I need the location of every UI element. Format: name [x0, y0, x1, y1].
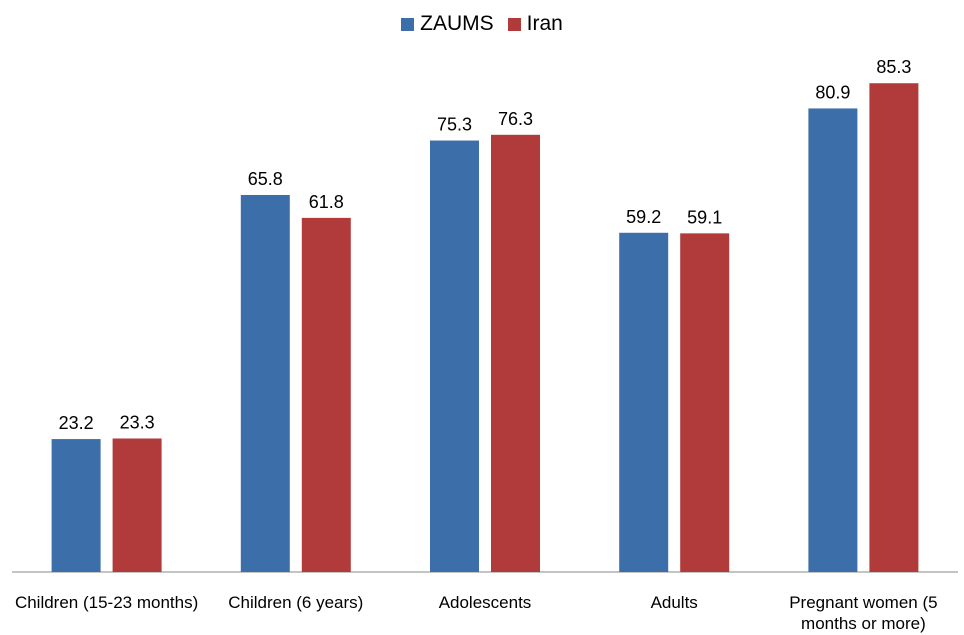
legend-item-iran: Iran — [507, 12, 563, 36]
legend-label-iran: Iran — [526, 12, 563, 35]
data-label-zaums-4: 80.9 — [815, 82, 850, 102]
legend-item-zaums: ZAUMS — [401, 12, 494, 36]
category-label-1: Children (6 years) — [228, 593, 364, 612]
bar-zaums-1 — [240, 194, 290, 572]
data-label-zaums-3: 59.2 — [626, 207, 661, 227]
data-label-iran-3: 59.1 — [687, 207, 722, 227]
legend-swatch-zaums — [401, 17, 415, 31]
category-label-0: Children (15-23 months) — [14, 593, 199, 612]
category-label-2: Adolescents — [438, 593, 532, 612]
bar-iran-2 — [491, 134, 540, 572]
legend-label-zaums: ZAUMS — [420, 12, 494, 35]
bar-iran-3 — [680, 233, 730, 572]
bar-zaums-0 — [51, 439, 101, 572]
data-label-zaums-1: 65.8 — [248, 169, 283, 189]
data-label-iran-1: 61.8 — [309, 192, 344, 212]
category-label-3: Adults — [650, 593, 698, 612]
data-label-iran-4: 85.3 — [876, 57, 911, 77]
bar-zaums-2 — [430, 140, 479, 572]
legend: ZAUMS Iran — [0, 12, 964, 36]
bar-zaums-4 — [808, 108, 858, 573]
bar-iran-1 — [301, 217, 351, 573]
data-label-iran-0: 23.3 — [120, 412, 155, 432]
bar-zaums-3 — [619, 232, 669, 572]
data-label-iran-2: 76.3 — [498, 109, 533, 129]
category-label-4: Pregnant women (5 months or more) — [789, 593, 938, 633]
data-label-zaums-2: 75.3 — [437, 115, 472, 135]
bar-iran-4 — [869, 83, 919, 572]
data-label-zaums-0: 23.2 — [59, 413, 94, 433]
legend-swatch-iran — [507, 17, 521, 31]
bar-iran-0 — [112, 438, 162, 572]
